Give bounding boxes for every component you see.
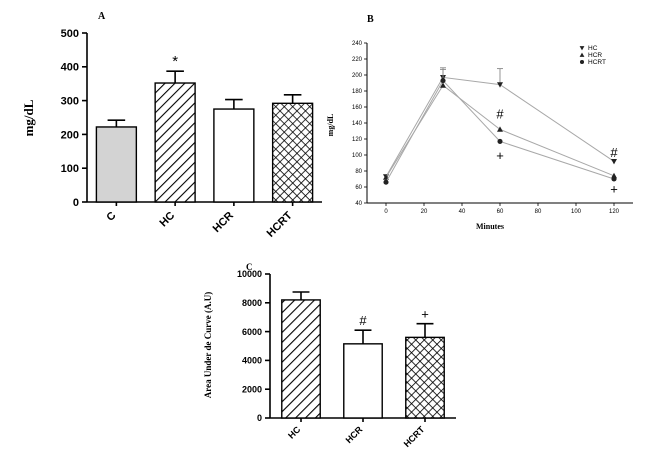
- x-tick-label: 80: [535, 209, 542, 215]
- x-tick-label: 100: [571, 209, 582, 215]
- panel-c: C Area Under de Curve (A.U) 0 2000 4000 600…: [203, 262, 456, 449]
- y-tick-label: 80: [355, 169, 362, 175]
- point-hcr: [611, 172, 617, 179]
- y-tick-label: 500: [61, 28, 79, 40]
- panel-c-letter: C: [246, 262, 253, 272]
- bar-hc: [281, 299, 321, 419]
- panel-b: B mg/dL Minutes 406080100120140160180200…: [326, 14, 633, 231]
- bar-hcrt: [405, 336, 445, 419]
- y-tick-label: 100: [352, 153, 363, 159]
- y-tick-label: 300: [61, 95, 79, 107]
- significance-mark: +: [421, 307, 429, 322]
- point-hcrt: [383, 179, 389, 185]
- y-tick-label: 400: [61, 62, 79, 74]
- significance-mark: #: [359, 313, 367, 328]
- bar-hcrt: [271, 102, 314, 203]
- panel-b-xlabel: Minutes: [476, 222, 504, 231]
- panel-a: A mg/dL 0 100 200 300 400 500 C HC * HCR HCRT: [21, 11, 322, 240]
- point-hcr: [440, 82, 446, 88]
- x-tick-label: 40: [459, 209, 466, 215]
- series-line-hc: [385, 76, 615, 177]
- y-tick-label: 220: [352, 57, 363, 63]
- legend-label-hc: HC: [588, 45, 598, 52]
- panel-a-ylabel: mg/dL: [21, 99, 36, 136]
- y-tick-label: 8000: [242, 298, 262, 308]
- y-tick-label: 200: [352, 73, 363, 79]
- x-tick-label-hc: HC: [286, 424, 303, 441]
- x-tick-label: 120: [609, 209, 620, 215]
- point-hcr: [383, 174, 389, 180]
- significance-mark: +: [496, 148, 504, 163]
- bar-c: [95, 126, 138, 203]
- legend-label-hcrt: HCRT: [588, 59, 606, 66]
- y-tick-label: 240: [352, 41, 363, 47]
- significance-mark: +: [610, 182, 618, 197]
- y-tick-label: 0: [257, 413, 262, 423]
- y-tick-label: 0: [73, 197, 79, 209]
- y-tick-label: 10000: [237, 269, 262, 279]
- y-tick-label: 200: [61, 129, 79, 141]
- y-tick-label: 4000: [242, 356, 262, 366]
- y-tick-label: 120: [352, 137, 363, 143]
- x-tick-label: 20: [421, 209, 428, 215]
- significance-mark: #: [496, 106, 504, 121]
- legend-marker-hcr: [579, 52, 585, 57]
- y-tick-label: 160: [352, 105, 363, 111]
- x-tick-label: 60: [497, 209, 504, 215]
- x-tick-label-hc: HC: [158, 210, 178, 230]
- point-hcrt: [497, 138, 503, 144]
- legend-label-hcr: HCR: [588, 52, 602, 59]
- series-line-hcrt: [385, 79, 615, 183]
- point-hc: [611, 159, 617, 165]
- y-tick-label: 2000: [242, 384, 262, 394]
- bar-hc: [154, 82, 196, 203]
- y-tick-label: 40: [355, 201, 362, 207]
- panel-b-letter: B: [367, 14, 374, 25]
- point-hcr: [497, 126, 503, 132]
- panel-c-ylabel: Area Under de Curve (A.U): [203, 292, 213, 398]
- point-hcrt: [611, 176, 617, 182]
- legend-marker-hcrt: [579, 59, 585, 65]
- legend-marker-hc: [579, 46, 585, 51]
- bar-hcr: [213, 108, 255, 203]
- significance-mark: #: [610, 145, 618, 160]
- point-hcrt: [440, 78, 446, 84]
- x-tick-label-hcr: HCR: [344, 424, 365, 445]
- y-tick-label: 60: [355, 185, 362, 191]
- point-hc: [497, 82, 503, 88]
- y-tick-label: 100: [61, 163, 79, 175]
- y-tick-label: 140: [352, 121, 363, 127]
- panel-a-letter: A: [98, 11, 106, 22]
- y-tick-label: 6000: [242, 327, 262, 337]
- x-tick-label-c: C: [104, 210, 118, 224]
- x-tick-label-hcr: HCR: [211, 210, 236, 235]
- panel-b-ylabel: mg/dL: [326, 114, 335, 137]
- significance-mark: *: [172, 53, 178, 70]
- x-tick-label: 0: [384, 209, 388, 215]
- bar-hcr: [343, 343, 383, 419]
- x-tick-label-hcrt: HCRT: [265, 209, 295, 239]
- y-tick-label: 180: [352, 89, 363, 95]
- x-tick-label-hcrt: HCRT: [402, 424, 427, 449]
